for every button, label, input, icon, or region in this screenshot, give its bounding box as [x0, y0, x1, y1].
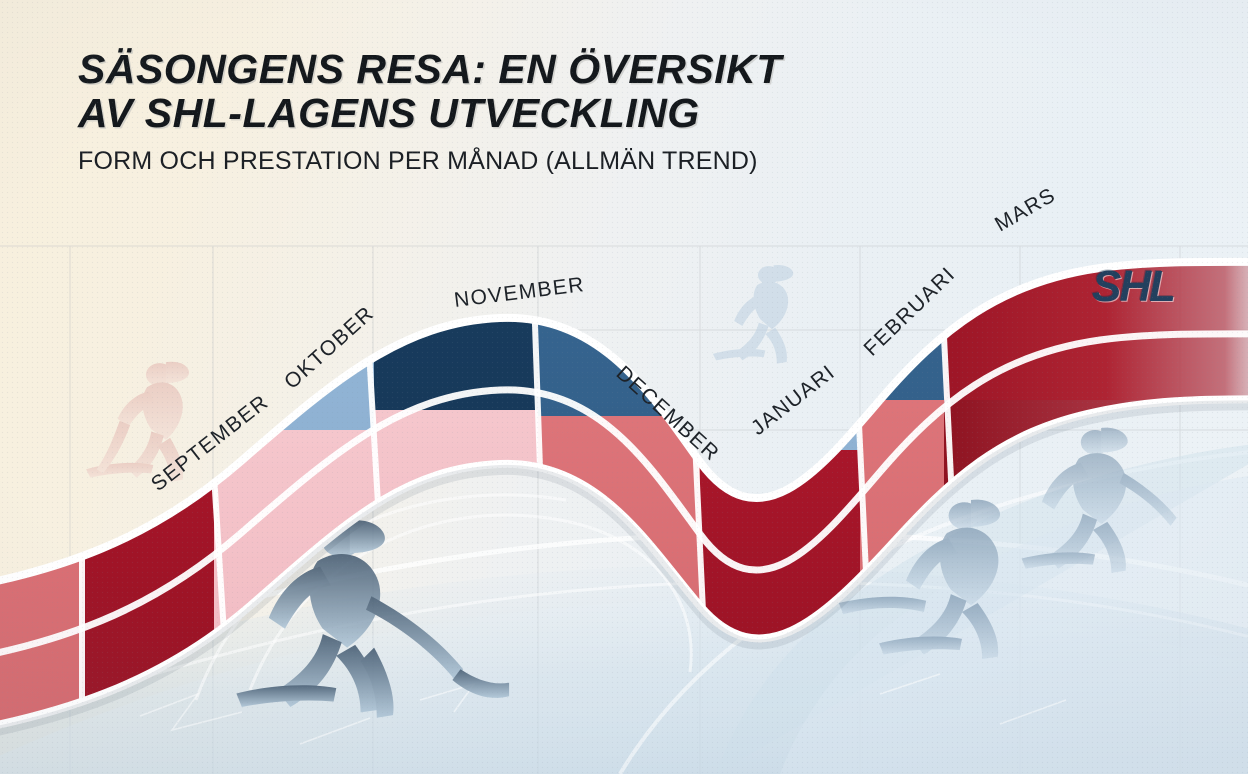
- skater-silhouette-top: [712, 264, 794, 364]
- month-label: FEBRUARI: [859, 263, 959, 361]
- page-title-line2: AV SHL-LAGENS UTVECKLING: [78, 89, 700, 136]
- month-label: OKTOBER: [280, 302, 379, 394]
- ribbon-outline: [0, 257, 1248, 729]
- ribbon-center-divider: [0, 330, 1248, 656]
- title-block: SÄSONGENS RESA: EN ÖVERSIKT AV SHL-LAGEN…: [78, 46, 782, 176]
- month-label-oktober: OKTOBER: [280, 302, 379, 394]
- month-label-december: DECEMBER: [612, 362, 724, 466]
- month-label-november: NOVEMBER: [453, 273, 586, 312]
- skater-silhouette-center: [236, 520, 510, 718]
- month-label-februari: FEBRUARI: [859, 263, 959, 361]
- month-label: MARS: [991, 183, 1060, 236]
- month-label: SEPTEMBER: [147, 390, 273, 496]
- month-label: NOVEMBER: [453, 273, 586, 312]
- page-title-line1: SÄSONGENS RESA: EN ÖVERSIKT: [78, 46, 782, 92]
- page-subtitle: FORM OCH PRESTATION PER MÅNAD (ALLMÄN TR…: [78, 146, 758, 175]
- month-label: JANUARI: [747, 360, 840, 439]
- month-label-mars: MARS: [991, 183, 1060, 236]
- month-label-januari: JANUARI: [747, 360, 840, 439]
- ribbon-shadow: [0, 400, 1248, 736]
- month-label: DECEMBER: [612, 362, 724, 466]
- shl-logo: SHL: [1092, 262, 1176, 311]
- skater-silhouette-left-rose: [86, 361, 189, 482]
- month-label-september: SEPTEMBER: [147, 390, 273, 496]
- skater-silhouette-right-upper: [1021, 427, 1177, 573]
- skater-silhouette-right-lower: [838, 499, 1001, 660]
